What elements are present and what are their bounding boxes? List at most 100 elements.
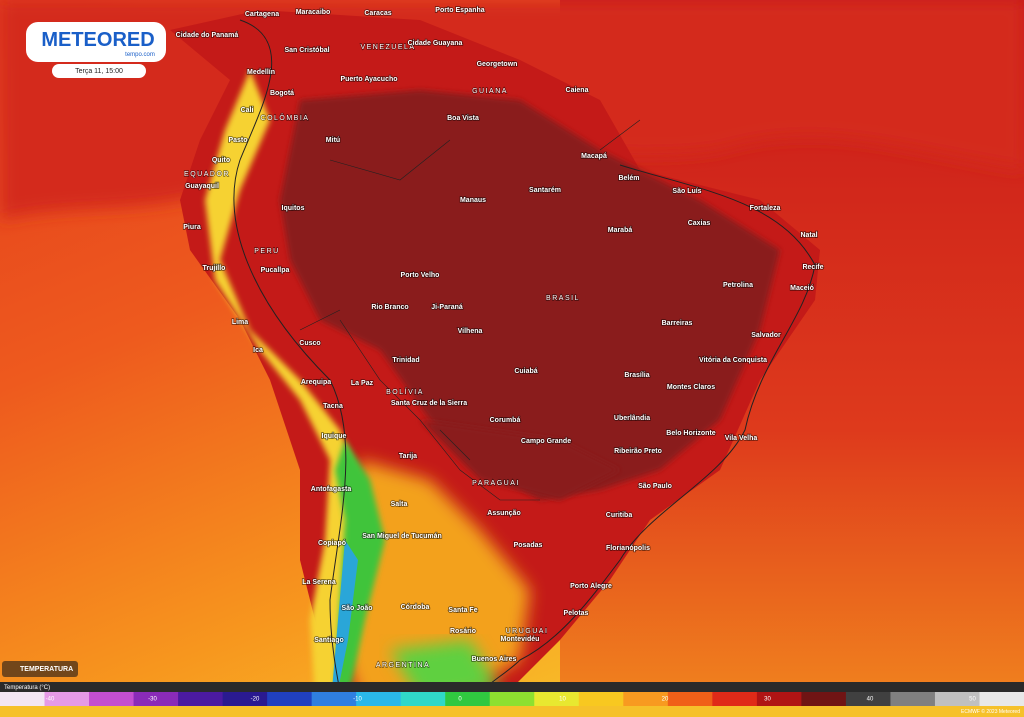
city-label: Vilhena bbox=[458, 328, 483, 335]
legend-swatch bbox=[445, 692, 491, 706]
city-label: San Cristóbal bbox=[284, 47, 329, 54]
legend-tick: 10 bbox=[559, 697, 566, 703]
legend-tick: -40 bbox=[46, 697, 55, 703]
city-label: Barreiras bbox=[662, 320, 693, 327]
country-label: COLÔMBIA bbox=[261, 113, 310, 122]
city-label: Macapá bbox=[581, 153, 607, 160]
city-label: Campo Grande bbox=[521, 438, 571, 445]
city-label: Pasto bbox=[228, 137, 247, 144]
labels: VENEZUELA GUIANA COLÔMBIA EQUADOR PERU BRASIL… bbox=[175, 6, 825, 670]
city-label: Santarém bbox=[529, 187, 561, 194]
city-label: Santa Cruz de la Sierra bbox=[391, 400, 467, 407]
city-label: Salvador bbox=[751, 332, 781, 339]
legend-swatch bbox=[623, 692, 669, 706]
legend-swatch bbox=[979, 692, 1024, 706]
city-label: Vitória da Conquista bbox=[699, 357, 767, 364]
city-label: Curitiba bbox=[606, 512, 633, 519]
layer-badge-label: TEMPERATURA bbox=[20, 666, 73, 673]
city-label: Rosário bbox=[450, 628, 476, 635]
city-label: Pelotas bbox=[564, 610, 589, 617]
city-label: Bogotá bbox=[270, 90, 294, 97]
city-label: Manaus bbox=[460, 197, 486, 204]
city-label: Ica bbox=[253, 347, 263, 354]
city-label: Salta bbox=[391, 501, 408, 508]
legend-swatch bbox=[489, 692, 535, 706]
city-label: Cusco bbox=[299, 340, 320, 347]
city-label: Tacna bbox=[323, 403, 343, 410]
city-label: Assunção bbox=[487, 510, 520, 517]
city-label: Trinidad bbox=[392, 357, 419, 364]
legend-swatch bbox=[890, 692, 936, 706]
legend-tick: 40 bbox=[867, 697, 874, 703]
city-label: Copiapó bbox=[318, 540, 346, 547]
legend-tick: 0 bbox=[458, 697, 462, 703]
city-label: Cartagena bbox=[245, 11, 279, 18]
borders bbox=[299, 119, 641, 501]
country-label: BRASIL bbox=[546, 295, 580, 302]
city-label: San Miguel de Tucumán bbox=[362, 533, 442, 540]
logo-sub: tempo.com bbox=[125, 52, 155, 58]
city-label: Buenos Aires bbox=[472, 656, 517, 663]
hot-interior bbox=[280, 90, 780, 500]
city-label: Trujillo bbox=[203, 265, 226, 272]
city-label: Antofagasta bbox=[311, 486, 352, 493]
city-label: Cuiabá bbox=[514, 368, 537, 375]
city-label: Caiena bbox=[566, 87, 589, 94]
city-label: Porto Espanha bbox=[435, 7, 485, 14]
time-box bbox=[52, 64, 146, 78]
legend-swatch bbox=[667, 692, 713, 706]
city-label: Arequipa bbox=[301, 379, 331, 386]
legend-tick: 50 bbox=[969, 697, 976, 703]
city-label: Medellín bbox=[247, 69, 275, 76]
city-label: Ribeirão Preto bbox=[614, 448, 662, 455]
legend-tick: -10 bbox=[353, 697, 362, 703]
city-label: La Paz bbox=[351, 380, 374, 387]
city-label: São João bbox=[341, 605, 372, 612]
bottom-strip bbox=[0, 706, 1024, 717]
legend-swatch bbox=[756, 692, 802, 706]
city-label: Belo Horizonte bbox=[666, 430, 715, 437]
city-label: Boa Vista bbox=[447, 115, 479, 122]
city-label: Caxias bbox=[688, 220, 711, 227]
city-label: Pucallpa bbox=[261, 267, 290, 274]
legend-swatch bbox=[222, 692, 268, 706]
city-label: São Luís bbox=[672, 188, 701, 195]
layer-badge[interactable] bbox=[2, 661, 78, 677]
legend-tick: -20 bbox=[251, 697, 260, 703]
coastline bbox=[233, 19, 816, 717]
andes-cool bbox=[205, 70, 370, 700]
city-label: Cali bbox=[241, 107, 254, 114]
legend-swatch bbox=[534, 692, 580, 706]
logo-box bbox=[26, 22, 166, 62]
city-label: Florianópolis bbox=[606, 545, 650, 552]
city-label: Rio Branco bbox=[371, 304, 408, 311]
legend-swatch bbox=[934, 692, 980, 706]
city-label: Uberlândia bbox=[614, 415, 650, 422]
country-label: BOLÍVIA bbox=[386, 387, 424, 396]
legend-title: Temperatura (°C) bbox=[4, 685, 50, 691]
city-label: Porto Velho bbox=[401, 272, 440, 279]
city-label: Montevidéu bbox=[501, 636, 540, 643]
time: Terça 11, 15:00 bbox=[75, 68, 123, 75]
logo: METEORED bbox=[41, 29, 154, 51]
city-label: Maracaibo bbox=[296, 9, 331, 16]
legend-swatch bbox=[267, 692, 313, 706]
legend-swatch bbox=[712, 692, 758, 706]
legend-swatch bbox=[400, 692, 446, 706]
city-label: Mitú bbox=[326, 137, 340, 144]
legend-tick: 30 bbox=[764, 697, 771, 703]
city-label: São Paulo bbox=[638, 483, 672, 490]
country-label: VENEZUELA bbox=[360, 44, 415, 51]
city-label: Recife bbox=[802, 264, 823, 271]
city-label: Córdoba bbox=[401, 604, 430, 611]
city-label: Natal bbox=[800, 232, 817, 239]
city-label: Belém bbox=[618, 175, 639, 182]
city-label: Vila Velha bbox=[725, 435, 758, 442]
legend-swatch bbox=[311, 692, 357, 706]
legend-swatch bbox=[44, 692, 90, 706]
city-label: Petrolina bbox=[723, 282, 753, 289]
city-label: Cidade do Panamá bbox=[176, 32, 239, 39]
city-label: Piura bbox=[183, 224, 201, 231]
country-label: EQUADOR bbox=[184, 171, 230, 178]
